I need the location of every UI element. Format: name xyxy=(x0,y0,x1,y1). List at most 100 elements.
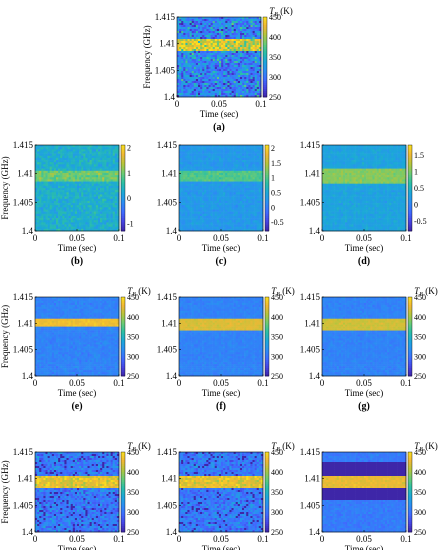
heatmap-cell xyxy=(85,170,88,174)
heatmap-cell xyxy=(210,218,213,221)
heatmap-cell xyxy=(229,25,232,28)
heatmap-cell xyxy=(202,59,205,62)
heatmap-cell xyxy=(216,29,220,32)
heatmap-cell xyxy=(43,215,46,219)
heatmap-cell xyxy=(254,153,257,157)
heatmap-cell xyxy=(35,222,38,225)
heatmap-cell xyxy=(223,91,226,94)
heatmap-cell xyxy=(221,179,224,182)
heatmap-cell xyxy=(102,179,105,182)
heatmap-cell xyxy=(225,45,228,48)
heatmap-cell xyxy=(100,207,103,210)
heatmap-cell xyxy=(87,196,90,200)
heatmap-cell xyxy=(181,179,184,182)
heatmap-cell xyxy=(231,51,234,54)
heatmap-cell xyxy=(39,213,42,217)
heatmap-cell xyxy=(112,175,116,178)
heatmap-cell xyxy=(72,228,76,232)
heatmap-cell xyxy=(254,218,257,221)
heatmap-cell xyxy=(66,215,69,219)
heatmap-cell xyxy=(202,71,205,74)
heatmap-cell xyxy=(62,166,65,169)
heatmap-cell xyxy=(77,196,80,200)
heatmap-cell xyxy=(216,170,220,174)
heatmap-cell xyxy=(193,162,197,165)
heatmap-cell xyxy=(191,147,194,150)
heatmap-cell xyxy=(56,215,59,219)
heatmap-cell xyxy=(79,183,82,187)
heatmap-cell xyxy=(195,155,199,159)
heatmap-cell xyxy=(64,205,67,208)
colorbar-step xyxy=(121,177,125,180)
heatmap-cell xyxy=(242,63,245,66)
heatmap-cell xyxy=(79,194,82,197)
heatmap-cell xyxy=(58,168,61,172)
heatmap-cell xyxy=(45,166,48,169)
heatmap-cell xyxy=(256,179,260,182)
heatmap-cell xyxy=(85,160,88,163)
heatmap-cell xyxy=(254,160,257,163)
heatmap-cell xyxy=(53,145,57,148)
heatmap-cell xyxy=(235,83,239,86)
y-tick-label: 1.415 xyxy=(157,140,178,150)
heatmap-cell xyxy=(195,157,199,161)
heatmap-cell xyxy=(195,218,199,221)
heatmap-cell xyxy=(70,181,74,184)
heatmap-cell xyxy=(233,215,236,219)
heatmap-cell xyxy=(223,179,226,182)
heatmap-cell xyxy=(235,194,239,197)
heatmap-cell xyxy=(237,166,241,169)
heatmap-cell xyxy=(250,190,253,193)
heatmap-cell xyxy=(183,29,186,32)
heatmap-cell xyxy=(58,172,61,176)
heatmap-cell xyxy=(239,179,243,182)
heatmap-cell xyxy=(237,192,241,195)
heatmap-cell xyxy=(39,147,42,150)
heatmap-cell xyxy=(250,31,253,34)
heatmap-cell xyxy=(187,85,190,88)
heatmap-cell xyxy=(179,93,182,96)
heatmap-cell xyxy=(256,95,260,98)
colorbar-step xyxy=(121,147,125,150)
heatmap-cell xyxy=(214,226,218,230)
heatmap-cell xyxy=(256,39,260,42)
heatmap-cell xyxy=(191,168,194,172)
heatmap-cell xyxy=(254,226,257,230)
heatmap-cell xyxy=(193,63,197,66)
heatmap-cell xyxy=(256,69,260,72)
heatmap-cell xyxy=(195,39,199,42)
heatmap-cell xyxy=(187,166,190,169)
heatmap-cell xyxy=(198,33,201,36)
heatmap-cell xyxy=(49,192,53,195)
heatmap-cell xyxy=(200,164,203,167)
heatmap-cell xyxy=(244,224,247,227)
heatmap-cell xyxy=(219,17,222,20)
heatmap-cell xyxy=(218,220,222,223)
heatmap-cell xyxy=(256,183,260,187)
heatmap-cell xyxy=(252,73,255,76)
panel-label: (b) xyxy=(71,256,83,267)
heatmap-cell xyxy=(242,49,245,52)
heatmap-cell xyxy=(35,151,38,154)
heatmap-cell xyxy=(212,21,216,24)
heatmap-cell xyxy=(235,81,239,84)
heatmap-cell xyxy=(233,41,237,44)
heatmap-cell xyxy=(227,63,230,66)
heatmap-cell xyxy=(191,47,195,50)
heatmap-cell xyxy=(202,149,205,152)
heatmap-cell xyxy=(179,41,182,44)
heatmap-cell xyxy=(116,145,120,148)
heatmap-cell xyxy=(202,190,205,193)
heatmap-cell xyxy=(235,33,239,36)
heatmap-cell xyxy=(70,147,74,150)
heatmap-cell xyxy=(198,85,201,88)
heatmap-cell xyxy=(102,157,105,161)
heatmap-cell xyxy=(68,218,71,221)
heatmap-cell xyxy=(108,218,111,221)
heatmap-cell xyxy=(64,203,67,206)
colorbar-step xyxy=(265,177,269,180)
heatmap-cell xyxy=(212,77,216,80)
heatmap-cell xyxy=(53,149,57,152)
heatmap-cell xyxy=(47,183,50,187)
heatmap-cell xyxy=(214,33,218,36)
